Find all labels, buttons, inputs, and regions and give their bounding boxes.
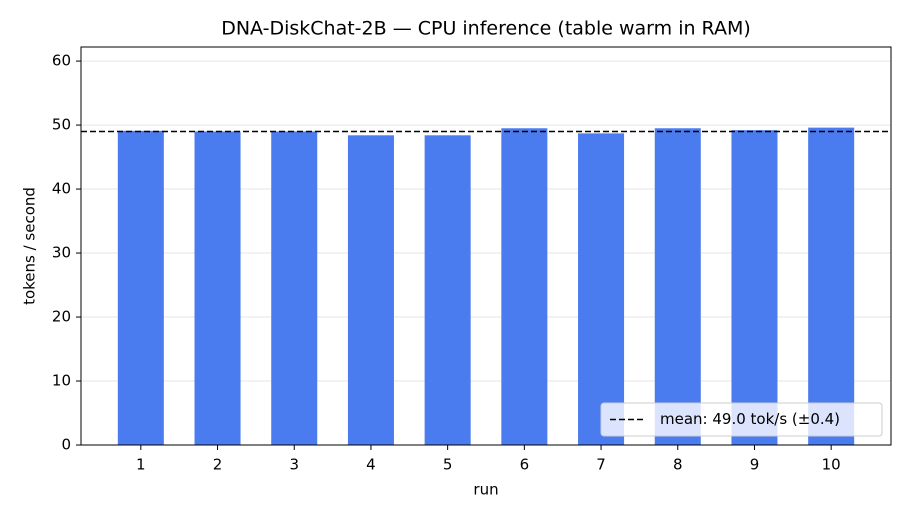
bar	[117, 130, 164, 445]
x-tick-label: 3	[289, 456, 299, 474]
bar	[194, 131, 241, 446]
x-tick-label: 2	[213, 456, 223, 474]
bar	[808, 127, 855, 446]
legend-box	[600, 402, 883, 437]
x-axis-label: run	[473, 481, 498, 499]
chart-title: DNA-DiskChat-2B — CPU inference (table w…	[221, 18, 751, 40]
y-tick-label: 40	[52, 180, 71, 198]
x-tick-label: 8	[673, 456, 683, 474]
y-tick-label: 20	[52, 308, 71, 326]
bar	[731, 130, 778, 445]
y-tick-label: 30	[52, 244, 71, 262]
y-tick-label: 60	[52, 52, 71, 70]
x-tick-label: 4	[366, 456, 376, 474]
bar	[271, 131, 318, 446]
x-tick-label: 10	[822, 456, 841, 474]
y-tick-label: 0	[61, 436, 71, 454]
x-tick-label: 5	[443, 456, 453, 474]
y-tick-label: 50	[52, 116, 71, 134]
y-axis-label: tokens / second	[21, 187, 39, 305]
y-tick-label: 10	[52, 372, 71, 390]
x-tick-label: 9	[750, 456, 760, 474]
bar	[501, 128, 548, 445]
bar	[578, 133, 625, 445]
x-tick-label: 7	[596, 456, 606, 474]
bar	[424, 135, 471, 445]
axes-frame	[80, 46, 892, 446]
x-tick-label: 6	[520, 456, 530, 474]
legend-label: mean: 49.0 tok/s (±0.4)	[660, 410, 840, 428]
bar	[654, 128, 701, 445]
bar	[347, 135, 394, 445]
x-tick-label: 1	[136, 456, 146, 474]
